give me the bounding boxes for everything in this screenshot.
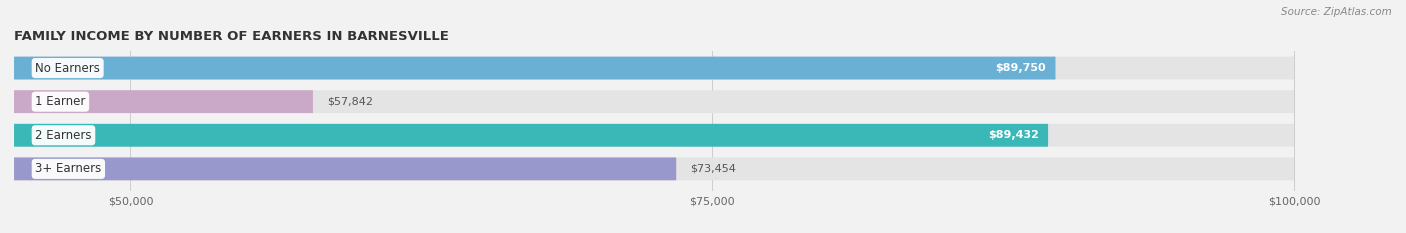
FancyBboxPatch shape <box>14 90 314 113</box>
Text: $89,750: $89,750 <box>995 63 1046 73</box>
FancyBboxPatch shape <box>14 90 1294 113</box>
FancyBboxPatch shape <box>14 158 1294 180</box>
FancyBboxPatch shape <box>14 57 1056 79</box>
Text: $89,432: $89,432 <box>988 130 1039 140</box>
FancyBboxPatch shape <box>14 158 676 180</box>
FancyBboxPatch shape <box>14 124 1047 147</box>
Text: $73,454: $73,454 <box>690 164 737 174</box>
Text: 2 Earners: 2 Earners <box>35 129 91 142</box>
Text: $57,842: $57,842 <box>326 97 373 107</box>
Text: FAMILY INCOME BY NUMBER OF EARNERS IN BARNESVILLE: FAMILY INCOME BY NUMBER OF EARNERS IN BA… <box>14 30 449 43</box>
Text: 3+ Earners: 3+ Earners <box>35 162 101 175</box>
Text: 1 Earner: 1 Earner <box>35 95 86 108</box>
Text: No Earners: No Earners <box>35 62 100 75</box>
FancyBboxPatch shape <box>14 124 1294 147</box>
FancyBboxPatch shape <box>14 57 1294 79</box>
Text: Source: ZipAtlas.com: Source: ZipAtlas.com <box>1281 7 1392 17</box>
